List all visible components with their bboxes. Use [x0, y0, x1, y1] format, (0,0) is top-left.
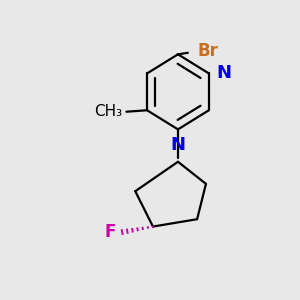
Text: F: F — [105, 224, 116, 242]
Text: Br: Br — [197, 42, 218, 60]
Text: CH₃: CH₃ — [94, 104, 122, 119]
Text: N: N — [216, 64, 231, 82]
Text: N: N — [170, 136, 185, 154]
